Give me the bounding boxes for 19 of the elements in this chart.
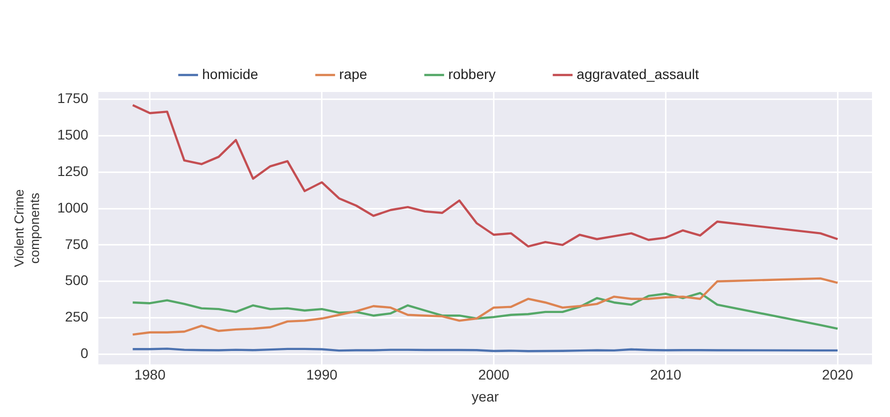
y-tick-label: 250 — [64, 308, 89, 325]
y-tick-label: 1000 — [57, 199, 89, 216]
y-tick-label: 500 — [64, 272, 89, 288]
legend-label: homicide — [202, 66, 258, 82]
legend-label: rape — [339, 66, 368, 82]
y-tick-label: 1750 — [57, 90, 89, 106]
x-tick-label: 1990 — [306, 366, 338, 383]
y-tick-label: 750 — [64, 236, 89, 252]
y-tick-label: 1500 — [57, 126, 89, 143]
x-tick-label: 2010 — [650, 366, 682, 383]
y-tick-label: 1250 — [57, 162, 89, 179]
x-axis-title: year — [472, 388, 500, 404]
x-tick-label: 1980 — [134, 366, 166, 383]
y-axis-title: Violent Crime components — [11, 189, 42, 268]
x-tick-label: 2000 — [478, 366, 510, 383]
legend-label: robbery — [448, 66, 496, 82]
x-tick-label: 2020 — [822, 366, 854, 383]
y-tick-label: 0 — [80, 345, 89, 362]
legend-label: aggravated_assault — [576, 66, 699, 82]
